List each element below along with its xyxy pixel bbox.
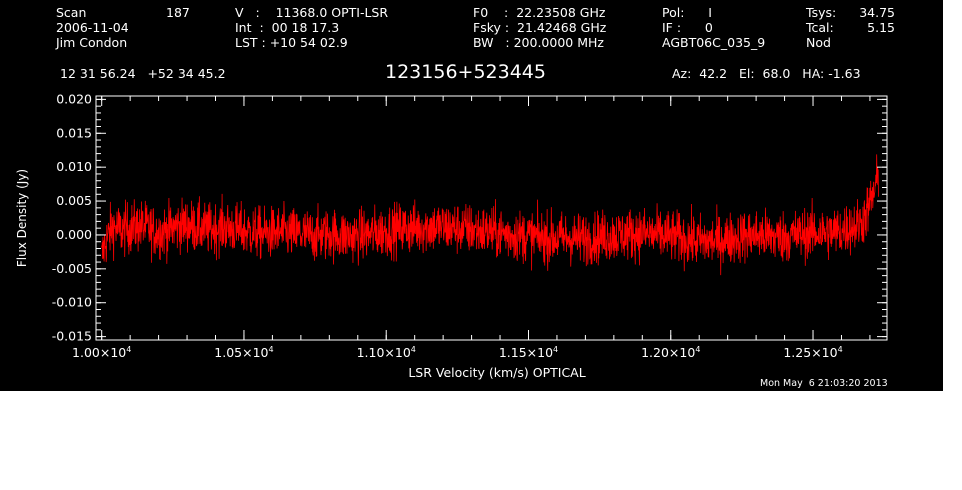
axis-ticks <box>96 96 887 340</box>
plot-area: Scan 187 2006-11-04 Jim Condon V : 11368… <box>0 0 943 391</box>
sky-frequency-line: Fsky : 21.42468 GHz <box>473 20 607 35</box>
rest-frequency-line: F0 : 22.23508 GHz <box>473 5 606 20</box>
lst-line: LST : +10 54 02.9 <box>235 35 348 50</box>
y-tick-label: -0.015 <box>52 329 92 344</box>
y-axis-label: Flux Density (Jy) <box>15 169 29 267</box>
az-el-ha: Az: 42.2 El: 68.0 HA: -1.63 <box>672 66 861 81</box>
spectrum-trace <box>101 154 879 276</box>
y-tick-label: -0.005 <box>52 261 92 276</box>
scan-label: Scan <box>56 5 87 20</box>
plot-frame <box>95 95 888 341</box>
y-tick-label: 0.010 <box>56 159 92 174</box>
tcal-value: 5.15 <box>867 20 895 35</box>
observer-name: Jim Condon <box>56 35 128 50</box>
obs-date: 2006-11-04 <box>56 20 129 35</box>
y-tick-label: 0.015 <box>56 125 92 140</box>
tcal-label: Tcal: <box>806 20 834 35</box>
header-col-scan: Scan 187 2006-11-04 Jim Condon <box>56 5 190 95</box>
spectrum-chart: 0.020 0.015 0.010 0.005 0.000 -0.005 -0.010 -0.… <box>15 91 888 380</box>
tsys-label: Tsys: <box>806 5 837 20</box>
header-col-polarization: Pol: I IF : 0 AGBT06C_035_9 <box>662 5 765 80</box>
x-axis-label: LSR Velocity (km/s) OPTICAL <box>408 365 585 380</box>
spectrum-trace-layer <box>101 154 879 276</box>
x-tick-label: 1.20×104 <box>641 345 700 360</box>
tsys-value: 34.75 <box>859 5 895 20</box>
integration-line: Int : 00 18 17.3 <box>235 20 340 35</box>
bandwidth-line: BW : 200.0000 MHz <box>473 35 604 50</box>
header-col-system: Tsys: 34.75 Tcal: 5.15 Nod <box>806 5 895 110</box>
tick-labels: 0.020 0.015 0.010 0.005 0.000 -0.005 -0.010 -0.… <box>52 91 843 360</box>
polarization-line: Pol: I <box>662 5 712 20</box>
project-id: AGBT06C_035_9 <box>662 35 766 50</box>
render-timestamp: Mon May 6 21:03:20 2013 <box>760 378 888 389</box>
x-tick-label: 1.25×104 <box>783 345 842 360</box>
x-tick-label: 1.15×104 <box>499 345 558 360</box>
header-col-frequency: F0 : 22.23508 GHz Fsky : 21.42468 GHz BW… <box>473 5 606 80</box>
y-tick-label: -0.010 <box>52 295 92 310</box>
observing-mode: Nod <box>806 35 831 50</box>
source-name: 123156+523445 <box>385 61 546 83</box>
y-tick-label: 0.000 <box>56 227 92 242</box>
x-tick-label: 1.10×104 <box>357 345 416 360</box>
scan-value: 187 <box>166 5 190 20</box>
y-tick-label: 0.005 <box>56 193 92 208</box>
source-coordinates: 12 31 56.24 +52 34 45.2 <box>60 66 226 81</box>
header-col-velocity: V : 11368.0 OPTI-LSR Int : 00 18 17.3 LS… <box>235 5 388 80</box>
x-tick-label: 1.00×104 <box>72 345 131 360</box>
velocity-line: V : 11368.0 OPTI-LSR <box>235 5 389 20</box>
x-tick-label: 1.05×104 <box>214 345 273 360</box>
y-tick-label: 0.020 <box>56 91 92 106</box>
if-line: IF : 0 <box>662 20 713 35</box>
